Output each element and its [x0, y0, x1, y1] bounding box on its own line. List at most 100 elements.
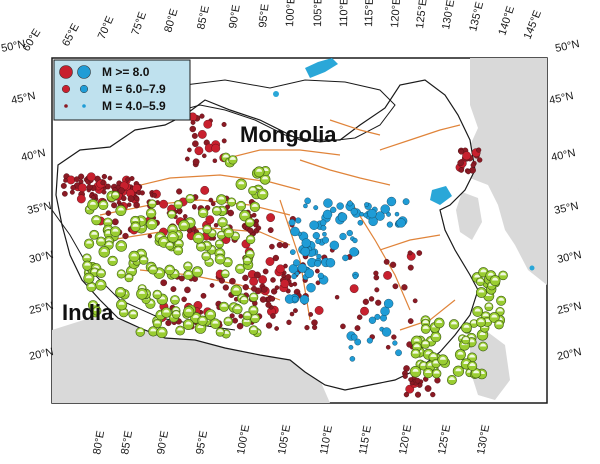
- focal-mechanism-segment: [241, 212, 248, 216]
- epicenter-red: [122, 232, 129, 240]
- epicenter-blue: [383, 298, 394, 309]
- epicenter-red: [187, 147, 192, 153]
- epicenter-red: [276, 241, 283, 249]
- epicenter-red: [192, 140, 199, 148]
- epicenter-red: [362, 298, 369, 305]
- tick-label-top: 135°E: [467, 1, 486, 33]
- epicenter-red: [159, 199, 169, 209]
- epicenter-red: [134, 196, 140, 202]
- epicenter-red: [125, 177, 130, 182]
- tick-label-top: 120°E: [389, 0, 403, 28]
- fault-line: [379, 234, 441, 251]
- epicenter-blue: [293, 259, 300, 267]
- legend-label-m8: M >= 8.0: [102, 65, 150, 79]
- epicenter-red: [408, 377, 414, 383]
- epicenter-blue: [380, 306, 390, 316]
- tick-label-top: 75°E: [130, 10, 149, 37]
- epicenter-red: [354, 325, 361, 332]
- bottom-longitude-ticks: 80°E 85°E 90°E 95°E 100°E 105°E 110°E 115°E 120°…: [91, 424, 492, 456]
- focal-mechanism-symbol: [202, 224, 212, 234]
- focal-mechanism-segment: [229, 156, 236, 160]
- epicenter-blue: [348, 344, 354, 350]
- focal-mechanism-segment: [84, 262, 91, 266]
- tick-label-left: 20°N: [28, 346, 55, 363]
- epicenter-red: [314, 268, 320, 274]
- focal-mechanism-segment: [213, 207, 220, 211]
- epicenter-red: [208, 197, 214, 203]
- focal-mechanism-segment: [457, 351, 464, 355]
- epicenter-red: [270, 313, 276, 319]
- focal-mechanism-segment: [89, 201, 96, 205]
- epicenter-red: [269, 296, 276, 302]
- epicenter-red: [385, 344, 391, 350]
- epicenter-blue: [325, 258, 336, 268]
- epicenter-red: [282, 242, 289, 249]
- focal-mechanism-segment: [131, 253, 138, 257]
- focal-mechanism-symbol: [87, 199, 99, 211]
- focal-mechanism-segment: [138, 251, 145, 255]
- focal-mechanism-segment: [224, 259, 231, 263]
- epicenter-blue: [323, 198, 333, 208]
- focal-mechanism-segment: [212, 320, 219, 324]
- epicenter-blue: [386, 196, 397, 207]
- focal-mechanism-segment: [422, 341, 429, 345]
- focal-mechanism-segment: [413, 338, 420, 342]
- tick-label-top: 90°E: [227, 4, 243, 30]
- legend-label-m4: M = 4.0–5.9: [102, 99, 166, 113]
- focal-mechanism-segment: [175, 240, 182, 244]
- epicenter-red: [107, 175, 113, 181]
- focal-mechanism-segment: [171, 296, 178, 300]
- tick-label-right: 20°N: [556, 346, 583, 363]
- focal-mechanism-segment: [420, 362, 427, 366]
- epicenter-red: [238, 313, 244, 319]
- focal-mechanism-segment: [217, 329, 224, 333]
- focal-mechanism-segment: [157, 234, 164, 238]
- tick-label-top: 100°E: [284, 0, 298, 27]
- focal-mechanism-segment: [98, 270, 105, 274]
- epicenter-blue: [374, 313, 381, 320]
- epicenter-red: [186, 228, 192, 234]
- focal-mechanism-segment: [187, 219, 194, 223]
- focal-mechanism-segment: [169, 234, 176, 238]
- tick-label-top: 105°E: [312, 0, 325, 27]
- focal-mechanism-segment: [247, 236, 254, 240]
- epicenter-blue: [322, 236, 329, 244]
- focal-mechanism-segment: [98, 238, 105, 242]
- focal-mechanism-segment: [450, 321, 457, 325]
- tick-label-bottom: 85°E: [119, 430, 135, 456]
- epicenter-red: [293, 308, 298, 314]
- focal-mechanism-segment: [85, 275, 92, 279]
- epicenter-blue: [346, 200, 353, 207]
- epicenter-red: [181, 296, 187, 303]
- focal-mechanism-segment: [412, 368, 419, 372]
- focal-mechanism-segment: [105, 238, 112, 242]
- small-lake: [273, 91, 279, 97]
- focal-mechanism-segment: [262, 176, 269, 180]
- focal-mechanism-segment: [468, 334, 475, 338]
- epicenter-red: [63, 178, 68, 183]
- tick-label-left: 50°N: [0, 38, 27, 55]
- focal-mechanism-segment: [216, 240, 223, 244]
- focal-mechanism-symbol: [152, 289, 162, 300]
- epicenter-blue: [329, 240, 340, 251]
- focal-mechanism-segment: [237, 265, 244, 269]
- epicenter-blue: [395, 349, 402, 357]
- epicenter-red: [356, 314, 363, 321]
- epicenter-red: [221, 121, 227, 127]
- tick-label-left: 45°N: [10, 90, 37, 107]
- focal-mechanism-segment: [259, 191, 266, 195]
- focal-mechanism-segment: [492, 277, 499, 281]
- epicenter-red: [176, 188, 183, 195]
- epicenter-red: [383, 258, 390, 265]
- focal-mechanism-segment: [105, 230, 112, 234]
- focal-mechanism-segment: [500, 272, 507, 276]
- focal-mechanism-segment: [469, 363, 476, 367]
- tick-label-bottom: 95°E: [194, 430, 210, 456]
- neighbor-land-southeast-asia: [52, 318, 330, 403]
- focal-mechanism-segment: [185, 321, 192, 325]
- focal-mechanism-segment: [130, 311, 137, 315]
- epicenter-red: [182, 214, 188, 219]
- epicenter-red: [265, 301, 272, 308]
- epicenter-blue: [349, 356, 356, 362]
- epicenter-red: [260, 286, 268, 293]
